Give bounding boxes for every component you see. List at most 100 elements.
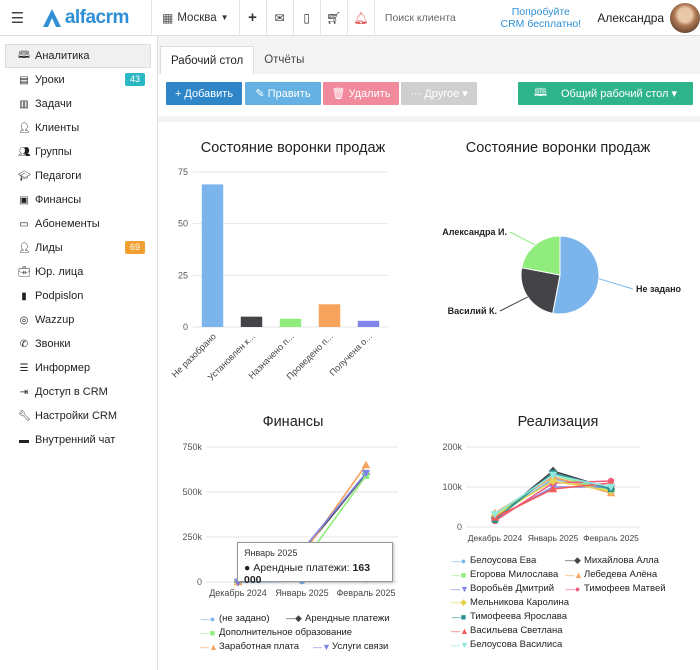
legend-item[interactable]: —▼ Услуги связи	[313, 641, 388, 652]
promo-line-1: Попробуйте	[511, 5, 570, 18]
sidebar-item-podpislon[interactable]: ▮ Podpislon	[6, 284, 151, 308]
sidebar-item-label: Wazzup	[35, 314, 75, 326]
legend-label: Тимофеева Ярослава	[470, 611, 567, 622]
building-icon: ▦	[162, 10, 174, 25]
tab-reports[interactable]: Отчёты	[264, 54, 305, 66]
legend-marker: —●	[200, 613, 216, 624]
point-marker	[361, 469, 371, 478]
list-icon: ☰	[19, 362, 29, 374]
legend-marker: —●	[565, 583, 581, 594]
legend-marker: —▲	[565, 569, 583, 580]
legend-item[interactable]: —● (не задано)	[200, 613, 270, 624]
shared-desktop-button[interactable]: 🕮︎ Общий рабочий стол ▾	[518, 82, 693, 105]
sidebar-item-label: Настройки CRM	[35, 410, 118, 422]
sidebar-item-analytics[interactable]: 🕮︎ Аналитика	[5, 44, 151, 68]
legend-item[interactable]: —■ Тимофеева Ярослава	[451, 611, 567, 622]
logo[interactable]: alfacrm	[35, 0, 151, 36]
sidebar-item-settings[interactable]: 🔧︎ Настройки CRM	[6, 404, 151, 428]
sidebar-item-label: Информер	[35, 362, 91, 374]
hamburger-icon[interactable]: ☰	[10, 9, 25, 27]
sidebar-item-teachers[interactable]: 🎓︎ Педагоги	[6, 164, 151, 188]
bar	[279, 318, 302, 327]
avatar[interactable]	[670, 2, 700, 33]
legend-marker: —▼	[313, 641, 331, 652]
y-tick-label: 200k	[442, 442, 462, 452]
chat-icon: ▬	[19, 434, 29, 446]
calendar-icon: ▤	[19, 74, 29, 86]
sidebar-item-clients[interactable]: 👤︎ Клиенты	[6, 116, 151, 140]
legend-item[interactable]: —◆ Арендные платежи	[286, 613, 390, 624]
sidebar-item-label: Аналитика	[35, 50, 90, 62]
sidebar-item-chat[interactable]: ▬ Внутренний чат	[6, 428, 151, 452]
chevron-down-icon: ▼	[220, 13, 229, 22]
promo-link[interactable]: Попробуйте CRM бесплатно!	[498, 6, 583, 30]
sidebar-item-groups[interactable]: 👥︎ Группы	[6, 140, 151, 164]
sidebar-item-leads[interactable]: 👤︎ Лиды 69	[6, 236, 151, 260]
legend-marker: —▲	[200, 641, 218, 652]
legend-item[interactable]: —▼ Воробьёв Дмитрий	[451, 583, 554, 594]
legend-label: Михайлова Алла	[584, 555, 659, 566]
legend-item[interactable]: —■ Егорова Милослава	[451, 569, 558, 580]
sidebar-item-finance[interactable]: ▣ Финансы	[6, 188, 151, 212]
phone-icon[interactable]: ▯	[303, 10, 311, 25]
legend-item[interactable]: —● Тимофеев Матвей	[565, 583, 666, 594]
bell-icon[interactable]: 🔔︎	[353, 10, 369, 25]
legend-item[interactable]: —■ Дополнительное образование	[200, 627, 352, 638]
divider	[151, 0, 152, 36]
divider	[346, 0, 348, 36]
sidebar-item-wazzup[interactable]: ◎ Wazzup	[6, 308, 151, 332]
legend-item[interactable]: —▲ Васильева Светлана	[451, 625, 563, 636]
bar	[240, 316, 263, 327]
legend-marker: —▼	[451, 583, 469, 594]
whatsapp-icon: ◎	[19, 314, 29, 326]
plus-icon[interactable]: +	[248, 9, 257, 26]
mail-icon[interactable]: ✉	[274, 10, 285, 25]
divider	[265, 0, 267, 36]
tab-desktop[interactable]: Рабочий стол	[160, 46, 255, 74]
other-button[interactable]: ··· Другое ▾	[401, 82, 477, 105]
search-box[interactable]	[375, 0, 492, 36]
sidebar-item-informer[interactable]: ☰ Информер	[6, 356, 151, 380]
y-tick-label: 750k	[182, 442, 202, 452]
legend-item[interactable]: —▲ Заработная плата	[200, 641, 299, 652]
legend-marker: —▼	[451, 639, 469, 650]
sidebar-item-tasks[interactable]: ▥ Задачи	[6, 92, 151, 116]
search-input[interactable]	[384, 11, 492, 24]
legend-item[interactable]: —▼ Белоусова Василиса	[451, 639, 562, 650]
cart-icon[interactable]: 🛒︎	[326, 10, 342, 25]
legend-item[interactable]: —● Белоусова Ева	[451, 555, 536, 566]
legend-item[interactable]: —◆ Михайлова Алла	[565, 555, 659, 566]
city-label: Москва	[177, 11, 217, 24]
legend-label: Лебедева Алёна	[584, 569, 658, 580]
user-menu[interactable]: Александра	[597, 2, 700, 33]
graduation-cap-icon: 🎓︎	[18, 170, 31, 182]
delete-button[interactable]: 🗑 Удалить	[323, 82, 399, 105]
funnel-pie-title: Состояние воронки продаж	[465, 140, 651, 156]
sidebar-item-label: Звонки	[35, 338, 71, 350]
sidebar-item-calls[interactable]: ✆ Звонки	[6, 332, 151, 356]
sidebar-item-access[interactable]: ⇥ Доступ в CRM	[6, 380, 151, 404]
add-button[interactable]: + Добавить	[166, 82, 242, 105]
legend-label: Воробьёв Дмитрий	[470, 583, 555, 594]
dashboard-icon: 🕮︎	[533, 87, 547, 99]
legend-label: Белоусова Василиса	[470, 639, 563, 650]
y-tick-label: 50	[178, 219, 188, 229]
city-selector[interactable]: ▦ Москва ▼	[152, 0, 239, 36]
main-area: Рабочий стол Отчёты + Добавить ✎ Править…	[158, 36, 700, 670]
sidebar-item-label: Юр. лица	[35, 266, 84, 278]
legend-item[interactable]: —◆ Мельникова Каролина	[451, 597, 569, 608]
dashboard-icon: 🕮︎	[18, 49, 30, 61]
edit-button[interactable]: ✎ Править	[245, 82, 321, 105]
legend-label: Дополнительное образование	[219, 627, 353, 638]
sidebar-item-subscriptions[interactable]: ▭ Абонементы	[6, 212, 151, 236]
legend-label: Мельникова Каролина	[470, 597, 569, 608]
sidebar-item-legal[interactable]: 💼︎ Юр. лица	[6, 260, 151, 284]
wrench-icon: 🔧︎	[18, 410, 31, 422]
y-tick-label: 500k	[182, 487, 202, 497]
legend-item[interactable]: —▲ Лебедева Алёна	[565, 569, 657, 580]
y-tick-label: 0	[197, 577, 202, 587]
y-tick-label: 25	[178, 270, 188, 280]
tooltip-value: ● Арендные платежи: 163 000	[244, 562, 371, 586]
legend-marker: —■	[200, 627, 216, 638]
sidebar-item-lessons[interactable]: ▤ Уроки 43	[6, 68, 151, 92]
